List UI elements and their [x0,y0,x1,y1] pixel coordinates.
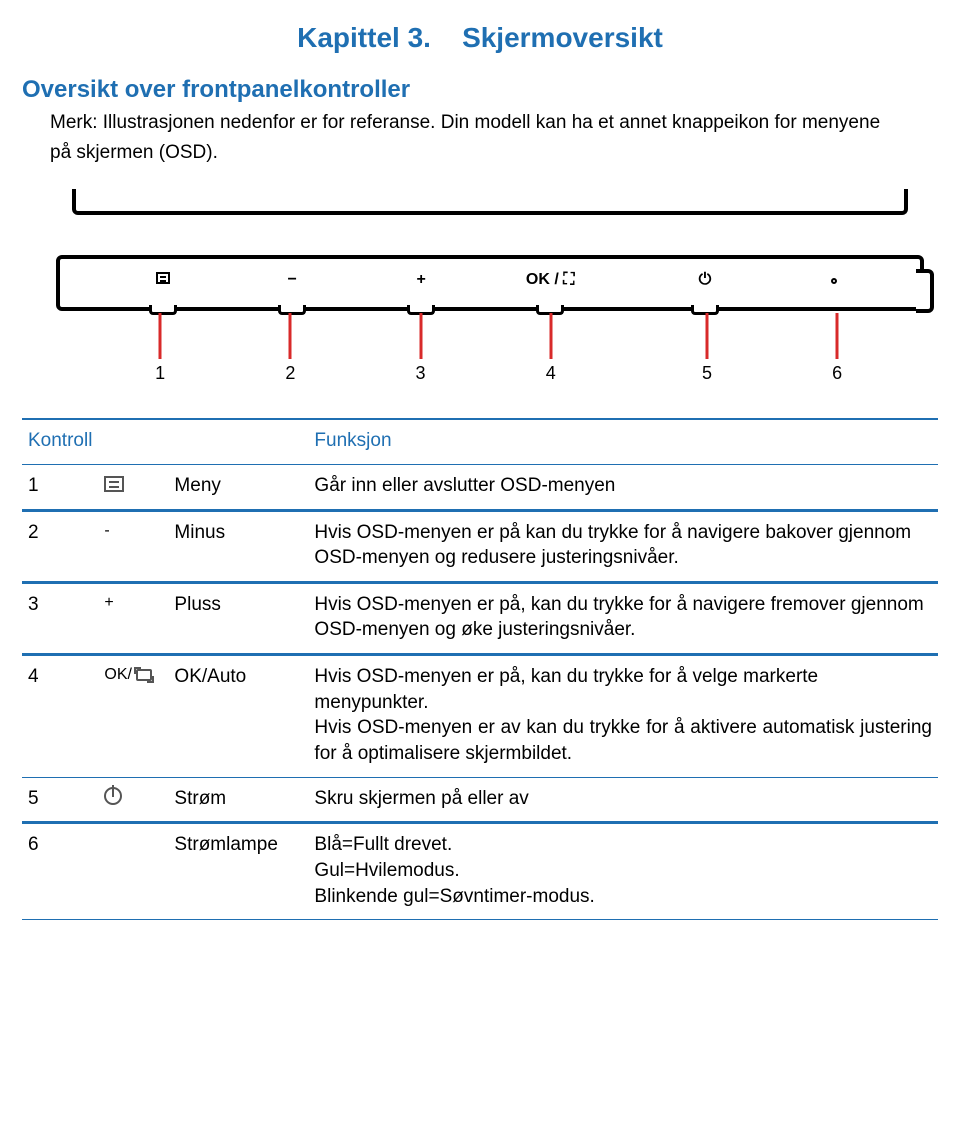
callout-number: 1 [155,363,165,384]
callout-line [836,313,839,359]
button-tab [149,305,177,315]
table-row: 1 Meny Går inn eller avslutter OSD-menye… [22,465,938,510]
note-line-1: Merk: Illustrasjonen nedenfor er for ref… [50,110,938,136]
row-name: Strømlampe [168,824,308,919]
plus-icon: + [417,271,426,289]
callout-line [549,313,552,359]
menu-icon [98,465,168,510]
text-icon: OK / ⛶ [526,271,575,289]
callout-line [159,313,162,359]
callout-line [289,313,292,359]
callout-number: 6 [832,363,842,384]
row-name: Meny [168,465,308,510]
row-name: Pluss [168,584,308,654]
note-line-2: på skjermen (OSD). [50,140,938,166]
row-name: Strøm [168,778,308,823]
row-desc: Hvis OSD-menyen er på kan du trykke for … [308,512,938,582]
button-tab [278,305,306,315]
front-panel-diagram: − + OK / ⛶ ⏻ 1 2 3 4 5 6 [32,183,928,388]
th-funksjon: Funksjon [308,420,938,464]
chapter-title: Kapittel 3. Skjermoversikt [22,22,938,54]
section-title: Oversikt over frontpanelkontroller [22,76,938,104]
table-row: 6 Strømlampe Blå=Fullt drevet. Gul=Hvile… [22,824,938,919]
row-name: Minus [168,512,308,582]
row-num: 6 [22,824,98,919]
th-kontroll: Kontroll [22,420,98,464]
row-desc2: Hvis OSD-menyen er av kan du trykke for … [314,715,932,766]
chapter-number: Kapittel 3. [297,22,431,53]
row-num: 3 [22,584,98,654]
row-desc: Blå=Fullt drevet. [314,832,932,858]
row-desc: Går inn eller avslutter OSD-menyen [308,465,938,510]
row-num: 1 [22,465,98,510]
bezel-button-strip: − + OK / ⛶ ⏻ [56,255,924,311]
power-icon: ⏻ [699,271,712,289]
table-row: 2 - Minus Hvis OSD-menyen er på kan du t… [22,512,938,582]
callout-number: 4 [546,363,556,384]
ok-auto-icon: OK/ [98,656,168,777]
row-desc: Hvis OSD-menyen er på, kan du trykke for… [308,584,938,654]
menu-icon [156,271,170,289]
callout-line [706,313,709,359]
plus-icon: + [98,584,168,654]
table-row: 3 + Pluss Hvis OSD-menyen er på, kan du … [22,584,938,654]
row-num: 4 [22,656,98,777]
callout-line [419,313,422,359]
row-num: 2 [22,512,98,582]
row-name: OK/Auto [168,656,308,777]
row-desc3: Blinkende gul=Søvntimer-modus. [314,884,932,910]
table-row: 4 OK/ OK/Auto Hvis OSD-menyen er på, kan… [22,656,938,777]
row-desc: Skru skjermen på eller av [308,778,938,823]
row-num: 5 [22,778,98,823]
led-icon [831,271,837,289]
callout-number: 2 [285,363,295,384]
bezel-top-edge [72,189,908,215]
callout-number: 5 [702,363,712,384]
chapter-name: Skjermoversikt [462,22,663,53]
row-desc2: Gul=Hvilemodus. [314,858,932,884]
row-desc: Hvis OSD-menyen er på, kan du trykke for… [314,664,932,715]
minus-icon: − [288,271,297,289]
minus-icon: - [98,512,168,582]
callout-number: 3 [416,363,426,384]
controls-table: Kontroll Funksjon 1 Meny Går inn eller a… [22,418,938,920]
table-row: 5 Strøm Skru skjermen på eller av [22,778,938,823]
power-icon [98,778,168,823]
